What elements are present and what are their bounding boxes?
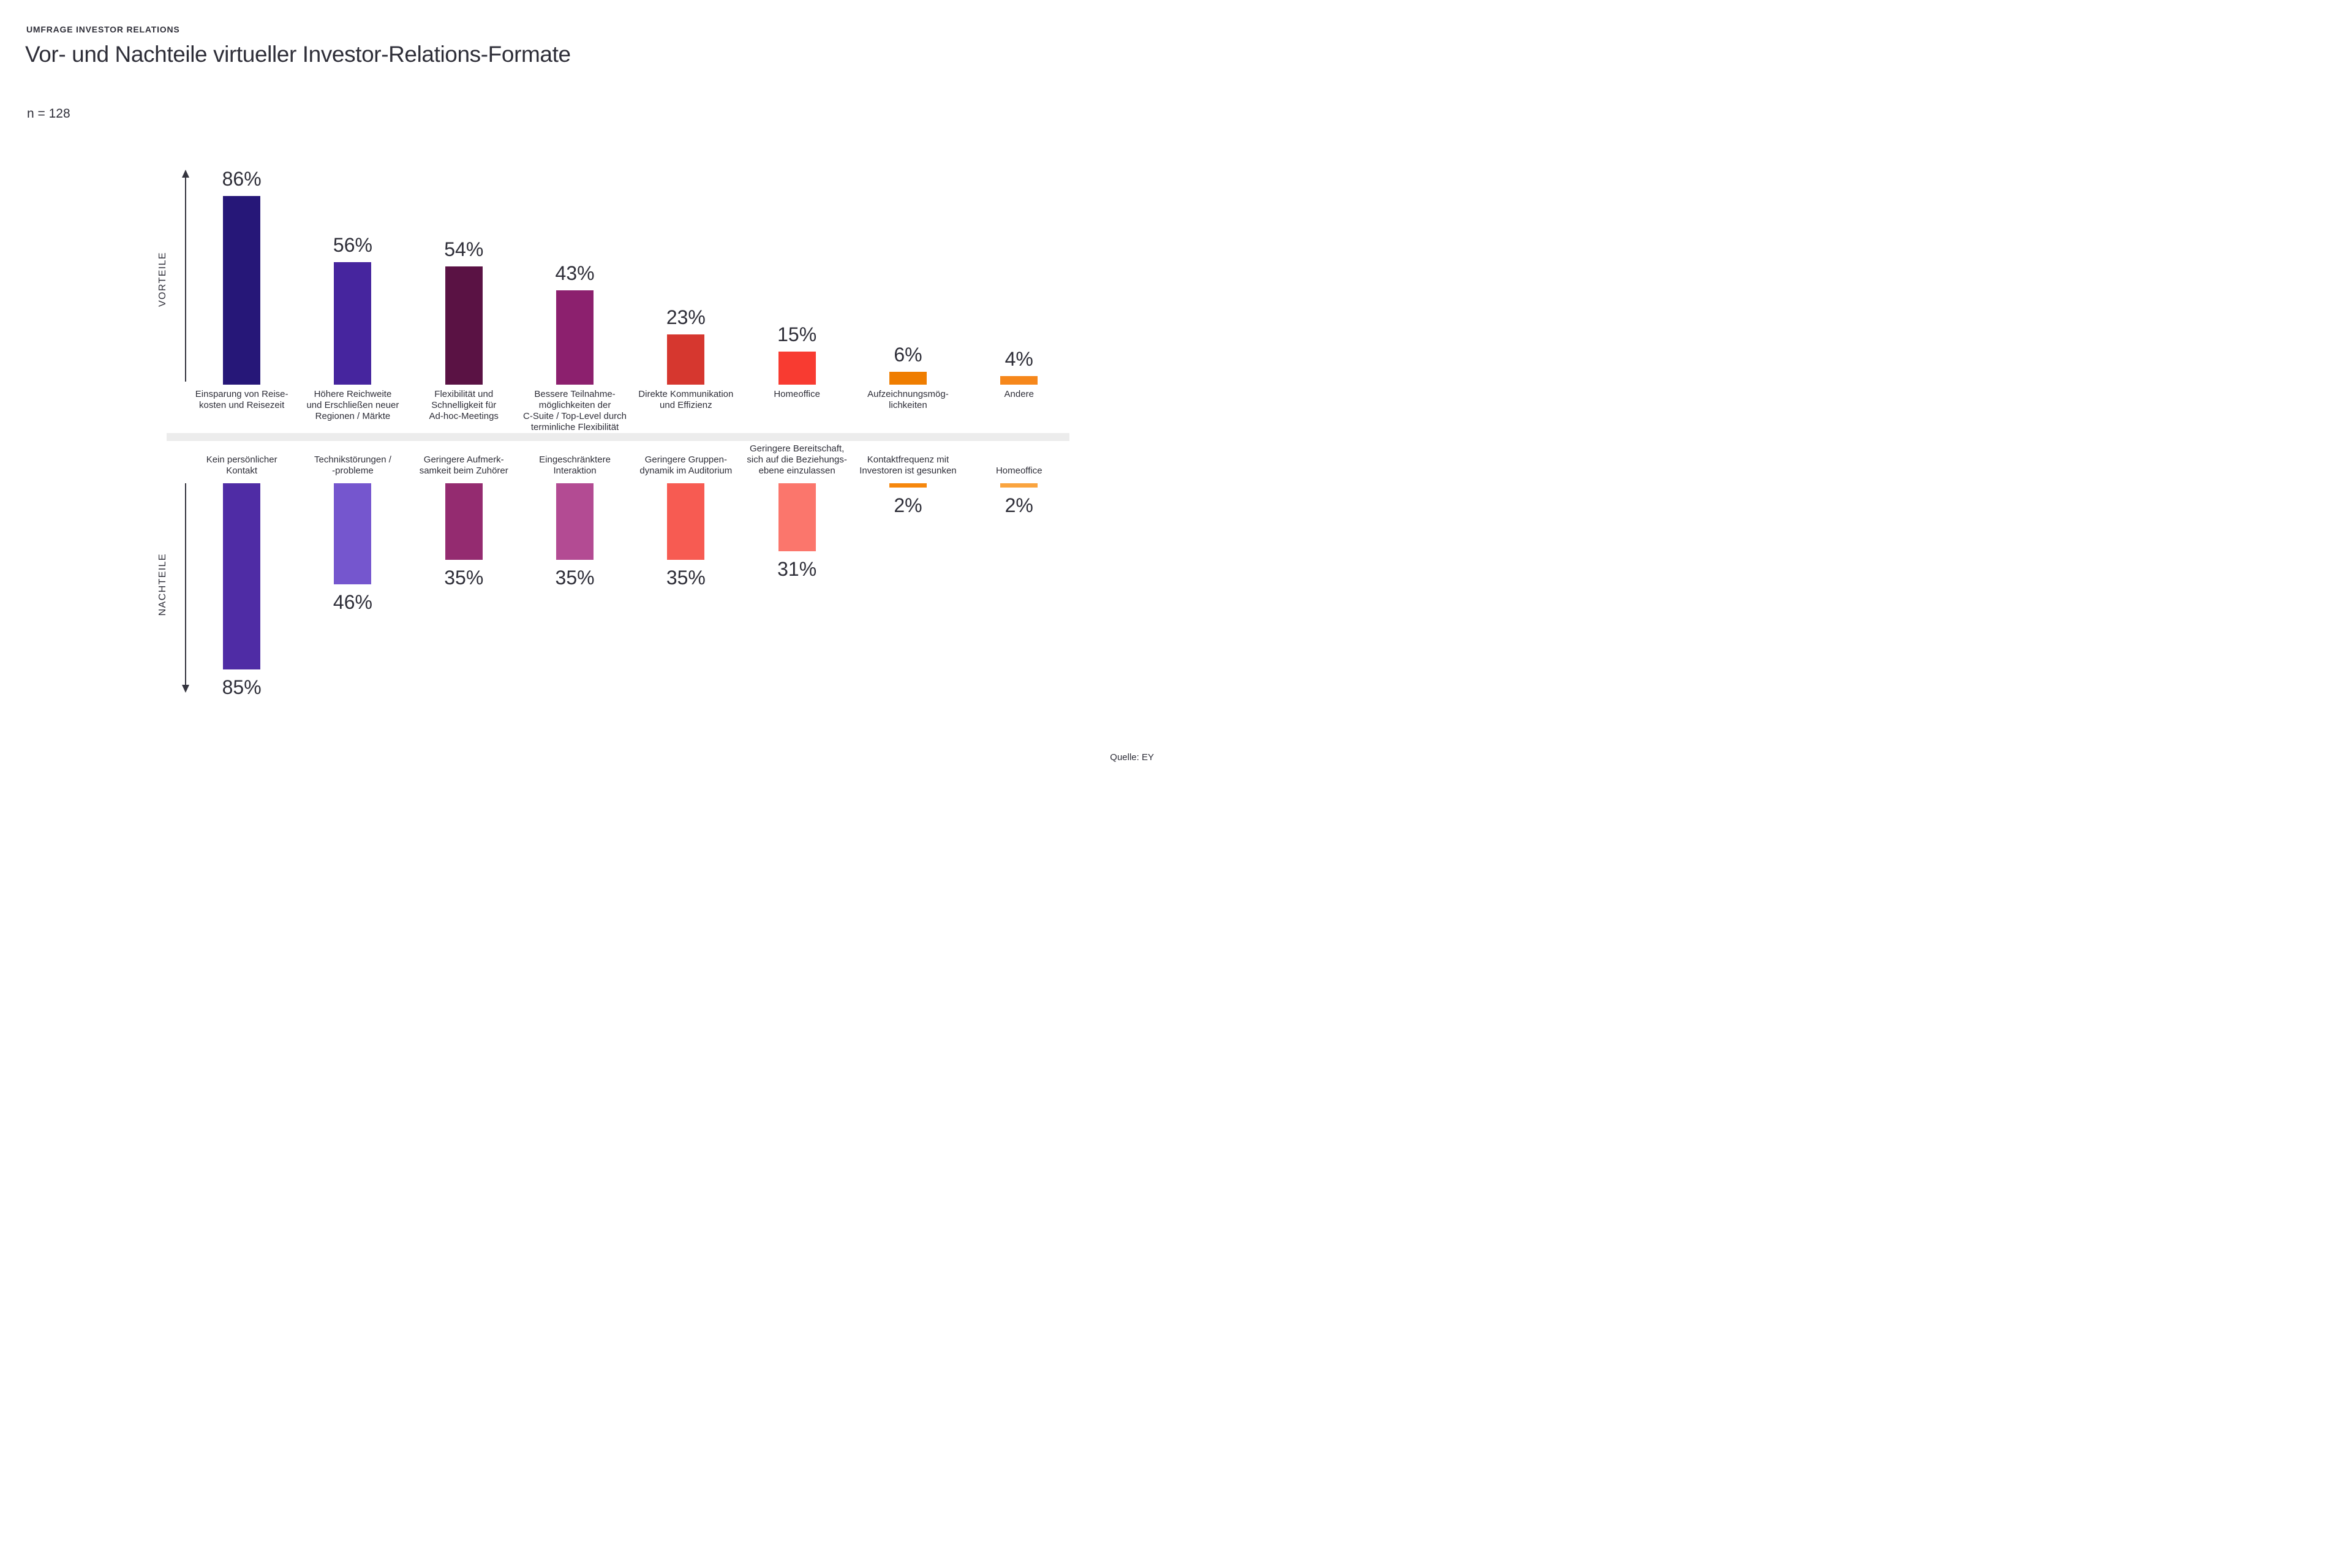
advantage-2-value-label: 56% — [333, 234, 372, 256]
disadvantage-6-value-label: 31% — [777, 558, 817, 580]
advantage-3-value-label: 54% — [444, 238, 484, 260]
disadvantage-8-value-label: 2% — [1005, 494, 1033, 516]
infographic-page: UMFRAGE INVESTOR RELATIONS Vor- und Nach… — [0, 0, 1176, 784]
sample-size-label: n = 128 — [27, 107, 70, 121]
disadvantage-7-value-label: 2% — [894, 494, 922, 516]
nachteile-axis-line — [185, 483, 186, 685]
advantage-4-category-label: Bessere Teilnahme-möglichkeiten der C-Sui… — [523, 389, 627, 432]
source-label: Quelle: EY — [1110, 752, 1154, 763]
advantage-5-value-label: 23% — [666, 306, 706, 328]
vorteile-axis-line — [185, 177, 186, 382]
advantage-2-category-label: Höhere Reichweite und Erschließen neuer Re… — [306, 389, 399, 421]
advantage-6-category-label: Homeoffice — [774, 389, 820, 399]
disadvantage-6-bar — [778, 483, 816, 551]
nachteile-axis-arrow-icon — [182, 685, 189, 693]
disadvantage-4-bar — [556, 483, 594, 560]
disadvantage-1-category-label: Kein persönlicher Kontakt — [206, 454, 277, 476]
disadvantage-6-category-label: Geringere Bereitschaft, sich auf die Bezi… — [747, 443, 847, 476]
advantage-5-bar — [667, 334, 705, 385]
advantage-7-value-label: 6% — [894, 344, 922, 366]
vorteile-axis-title: VORTEILE — [156, 177, 170, 382]
section-divider — [167, 433, 1069, 441]
disadvantage-8-bar — [1000, 483, 1038, 488]
advantage-1-value-label: 86% — [222, 168, 262, 190]
advantage-4-bar — [556, 290, 594, 385]
advantage-8-value-label: 4% — [1005, 348, 1033, 370]
disadvantage-5-value-label: 35% — [666, 567, 706, 589]
nachteile-axis-title-text: NACHTEILE — [157, 552, 168, 616]
advantage-6-bar — [778, 352, 816, 385]
disadvantage-4-category-label: Eingeschränktere Interaktion — [539, 454, 611, 476]
advantage-8-category-label: Andere — [1004, 389, 1034, 399]
disadvantage-4-value-label: 35% — [555, 567, 595, 589]
disadvantage-2-category-label: Technikstörungen / -probleme — [314, 454, 391, 476]
eyebrow-label: UMFRAGE INVESTOR RELATIONS — [26, 24, 180, 34]
disadvantage-1-value-label: 85% — [222, 676, 262, 698]
disadvantage-3-category-label: Geringere Aufmerk-samkeit beim Zuhörer — [419, 454, 508, 476]
advantage-3-category-label: Flexibilität und Schnelligkeit für Ad-hoc-… — [429, 389, 499, 421]
disadvantage-3-bar — [445, 483, 483, 560]
advantage-2-bar — [334, 262, 372, 385]
vorteile-axis-arrow-icon — [182, 170, 189, 178]
disadvantage-2-value-label: 46% — [333, 591, 372, 613]
vorteile-axis-title-text: VORTEILE — [157, 251, 168, 307]
page-title: Vor- und Nachteile virtueller Investor-R… — [25, 42, 571, 67]
advantage-3-bar — [445, 266, 483, 385]
disadvantage-1-bar — [223, 483, 261, 669]
disadvantage-5-bar — [667, 483, 705, 560]
nachteile-axis-title: NACHTEILE — [156, 483, 170, 685]
advantage-7-category-label: Aufzeichnungsmög-lichkeiten — [867, 389, 949, 410]
advantage-7-bar — [889, 372, 927, 385]
disadvantage-7-category-label: Kontaktfrequenz mit Investoren ist gesunk… — [859, 454, 957, 476]
advantage-4-value-label: 43% — [555, 262, 595, 284]
advantage-8-bar — [1000, 376, 1038, 385]
disadvantage-2-bar — [334, 483, 372, 584]
advantage-1-bar — [223, 196, 261, 385]
disadvantage-7-bar — [889, 483, 927, 488]
advantage-5-category-label: Direkte Kommunikation und Effizienz — [638, 389, 734, 410]
disadvantage-5-category-label: Geringere Gruppen-dynamik im Auditorium — [639, 454, 733, 476]
disadvantage-8-category-label: Homeoffice — [995, 466, 1042, 476]
advantage-1-category-label: Einsparung von Reise-kosten und Reisezei… — [195, 389, 288, 410]
advantage-6-value-label: 15% — [777, 323, 817, 345]
disadvantage-3-value-label: 35% — [444, 567, 484, 589]
